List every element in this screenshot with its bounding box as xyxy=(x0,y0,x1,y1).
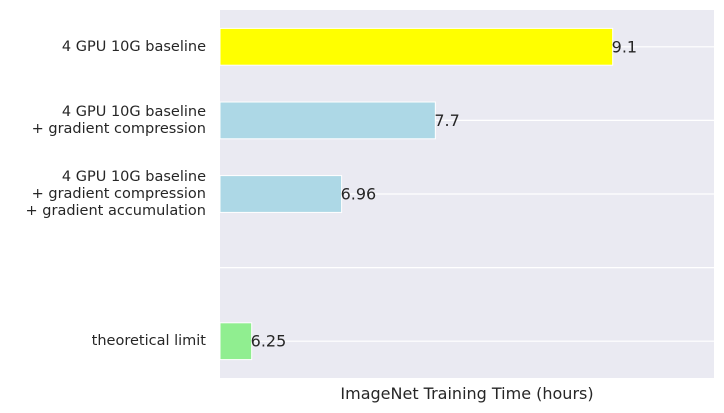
value-label: 6.25 xyxy=(251,332,287,351)
category-label: 4 GPU 10G baseline xyxy=(62,39,206,55)
bars xyxy=(219,27,614,361)
bar xyxy=(219,322,253,361)
value-label: 9.1 xyxy=(612,37,637,56)
bar xyxy=(219,27,614,66)
bar xyxy=(219,101,436,140)
bar xyxy=(219,175,343,213)
x-axis-title: ImageNet Training Time (hours) xyxy=(340,384,593,403)
category-label: 4 GPU 10G baseline + gradient compression… xyxy=(26,169,207,219)
category-label: 4 GPU 10G baseline + gradient compression xyxy=(32,104,206,137)
value-label: 6.96 xyxy=(341,185,377,204)
value-labels: 9.1 7.7 6.96 6.25 xyxy=(251,37,637,350)
value-label: 7.7 xyxy=(434,111,459,130)
category-labels: 4 GPU 10G baseline 4 GPU 10G baseline + gr… xyxy=(26,39,207,349)
category-label: theoretical limit xyxy=(92,333,207,349)
